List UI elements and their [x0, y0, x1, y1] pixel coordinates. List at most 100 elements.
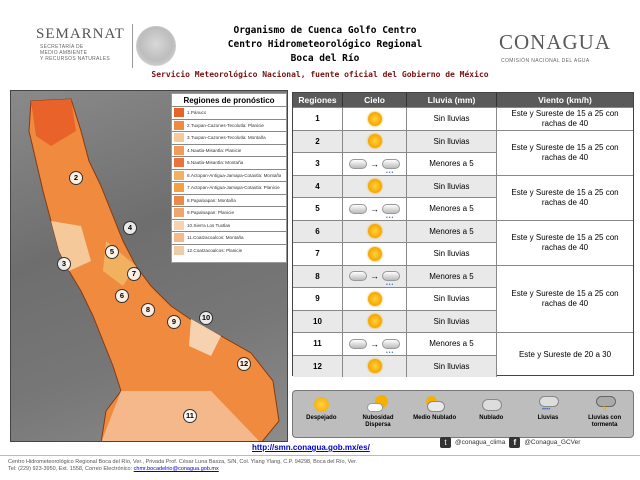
legend-item: 3.Tuxpan-Cazones-Tecolutla: Montaña: [172, 131, 286, 144]
conagua-wordmark: CONAGUA: [499, 30, 611, 54]
sky-legend-label: Lluvias con tormenta: [588, 415, 622, 428]
legend-label: 4.Nautla-Misantla: Planicie: [187, 147, 242, 153]
forecast-region-map: Regiones de pronóstico 1.Pánuco 2.Tuxpan-…: [10, 90, 288, 442]
legend-label: 12.Coatzacoalcos: Planicie: [187, 247, 243, 253]
partly-cloudy-icon: [346, 199, 367, 214]
rain-drops-icon: •••: [386, 169, 395, 176]
semarnat-logo: SEMARNAT SECRETARÍA DE MEDIO AMBIENTE Y …: [8, 22, 178, 74]
sky-legend-label: Lluvias: [537, 415, 559, 421]
legend-item: 2.Tuxpan-Cazones-Tecolutla: Planicie: [172, 118, 286, 132]
region-cell: 7: [293, 243, 343, 265]
sky-legend-item: ϟ Lluvias con tormenta: [581, 395, 629, 429]
table-row: 4 Sin lluvias: [293, 174, 497, 197]
rain-drops-icon: •••: [386, 214, 395, 221]
twitter-icon[interactable]: t: [440, 437, 451, 448]
map-label-6: 6: [115, 289, 129, 303]
legend-swatch: [174, 108, 184, 118]
semarnat-sub-line: SECRETARÍA DE: [40, 44, 84, 50]
region-cell: 9: [293, 288, 343, 310]
table-row: 2 Sin lluvias: [293, 129, 497, 152]
legend-label: 10.Sierra Los Tuxtlas: [187, 222, 231, 228]
rain-cell: Menores a 5: [407, 153, 497, 175]
facebook-icon[interactable]: f: [509, 437, 521, 448]
rain-drops-icon: •••: [386, 282, 395, 289]
legend-label: 1.Pánuco: [187, 110, 207, 116]
rain-cell: Menores a 5: [407, 333, 497, 355]
column-header: Viento (km/h): [538, 95, 592, 105]
sun-icon: [367, 111, 382, 126]
facebook-handle[interactable]: @Conagua_GCVer: [524, 439, 581, 446]
sky-cell: [343, 108, 407, 130]
legend-swatch: [174, 183, 184, 193]
sky-cell: → •••: [343, 265, 407, 288]
table-row: 10 Sin lluvias: [293, 309, 497, 332]
legend-item: 8.Papaloapan: Montaña: [172, 193, 286, 207]
sky-legend-item: Medio Nublado: [411, 395, 459, 422]
conagua-subtitle: COMISIÓN NACIONAL DEL AGUA: [501, 58, 590, 64]
map-label-4: 4: [123, 221, 137, 235]
legend-item: 1.Pánuco: [172, 106, 286, 119]
table-row: 12 Sin lluvias: [293, 354, 497, 377]
region-cell: 12: [293, 355, 343, 377]
map-label-9: 9: [167, 315, 181, 329]
rain-cloud-icon: •••: [382, 158, 400, 176]
rain-cloud-icon: •••: [382, 203, 400, 221]
cloud-to-rain-icon: → •••: [346, 199, 400, 221]
sky-cell: [343, 355, 407, 377]
column-header: Regiones: [293, 93, 343, 107]
rain-cell: Sin lluvias: [407, 310, 497, 332]
partly-cloudy-icon: [346, 267, 367, 282]
legend-label: 9.Papaloapan: Planicie: [187, 210, 234, 216]
region-cell: 6: [293, 220, 343, 242]
legend-swatch: [174, 195, 184, 205]
map-label-11: 11: [183, 409, 197, 423]
region-cell: 11: [293, 333, 343, 355]
arrow-icon: →: [370, 158, 379, 169]
sun-icon: [367, 291, 382, 306]
title-line: Centro Hidrometeorológico Regional: [227, 39, 423, 50]
region-1-area: [31, 99, 76, 146]
wind-cell: Este y Sureste de 20 a 30: [497, 332, 633, 377]
logo-divider: [132, 24, 133, 68]
legend-item: 4.Nautla-Misantla: Planicie: [172, 143, 286, 157]
smn-link[interactable]: http://smn.conagua.gob.mx/es/: [252, 443, 370, 452]
sky-cell: [343, 130, 407, 152]
sky-legend-item: Nubosidad Dispersa: [354, 395, 402, 429]
table-row: 8 → ••• Menores a 5: [293, 264, 497, 288]
map-label-2: 2: [69, 171, 83, 185]
rain-cell: Sin lluvias: [407, 355, 497, 377]
map-label-12: 12: [237, 357, 251, 371]
footer-email[interactable]: chmr.bocadelrio@conagua.gob.mx: [133, 466, 219, 472]
table-header: Regiones Cielo Lluvia (mm) Viento (km/h): [293, 93, 633, 107]
table-body: 1 Sin lluvias 2 Sin lluvias 3 → ••• Menores a 5…: [293, 107, 497, 377]
rain-cell: Sin lluvias: [407, 108, 497, 130]
partly-cloudy-icon: [346, 334, 367, 349]
legend-swatch: [174, 145, 184, 155]
map-label-7: 7: [127, 267, 141, 281]
legend-swatch: [174, 120, 184, 130]
table-row: 11 → ••• Menores a 5: [293, 332, 497, 356]
region-cell: 1: [293, 108, 343, 130]
region-10-area: [189, 319, 221, 356]
rain-cell: Sin lluvias: [407, 243, 497, 265]
twitter-handle[interactable]: @conagua_clima: [455, 439, 506, 446]
cloud-to-rain-icon: → •••: [346, 267, 400, 288]
sky-legend-bar: Despejado Nubosidad Dispersa Medio Nublado…: [292, 390, 634, 438]
region-cell: 8: [293, 265, 343, 287]
table-row: 9 Sin lluvias: [293, 287, 497, 310]
map-label-3: 3: [57, 257, 71, 271]
sky-legend-label: Nublado: [479, 415, 504, 421]
legend-swatch: [174, 233, 184, 243]
social-links: t @conagua_clima f @Conagua_GCVer: [440, 437, 580, 448]
legend-label: 2.Tuxpan-Cazones-Tecolutla: Planicie: [187, 122, 264, 128]
footer: Centro Hidrometeorológico Regional Boca …: [0, 455, 640, 480]
map-label-10: 10: [199, 311, 213, 325]
rain-cell: Sin lluvias: [407, 130, 497, 152]
footer-phone: Tel: (229) 923-3950, Ext. 1558, Correo E…: [8, 466, 133, 472]
legend-item: 9.Papaloapan: Planicie: [172, 206, 286, 219]
legend-swatch: [174, 133, 184, 143]
semarnat-subtitle: SECRETARÍA DE MEDIO AMBIENTE Y RECURSOS …: [40, 44, 110, 62]
sky-cell: [343, 175, 407, 197]
region-cell: 10: [293, 310, 343, 332]
region-11-area: [101, 391, 260, 441]
